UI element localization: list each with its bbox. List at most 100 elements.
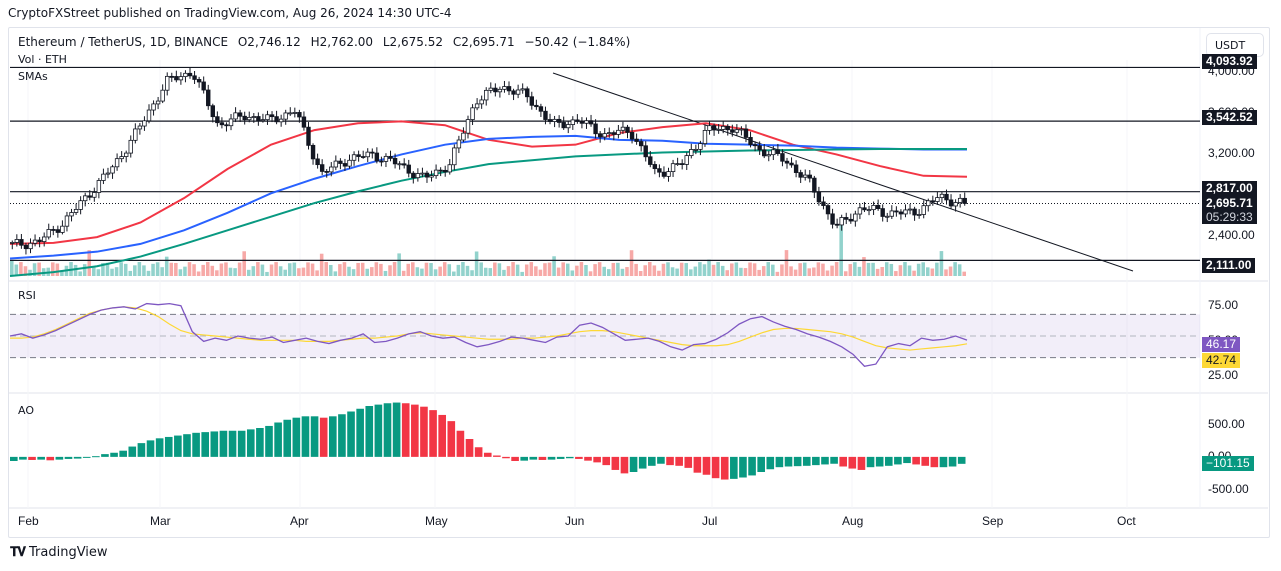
candle-body (953, 202, 958, 207)
ao-bar (648, 456, 656, 466)
volume-bar (534, 266, 538, 276)
candle-body (593, 123, 598, 135)
candle-body (771, 149, 776, 156)
volume-bar (183, 266, 187, 276)
volume-bar (661, 263, 666, 276)
volume-bar (452, 271, 456, 276)
volume-bar (192, 264, 196, 276)
volume-bar (543, 263, 547, 276)
volume-bar (265, 271, 269, 276)
volume-bar (360, 262, 365, 276)
candle-body (798, 172, 803, 178)
candle-body (506, 86, 512, 92)
volume-bar (287, 263, 292, 276)
volume-bar (693, 266, 698, 276)
sma-line-sma100 (9, 134, 967, 260)
month-tick: Sep (982, 514, 1004, 528)
candle-body (433, 169, 439, 177)
candle-body (912, 208, 917, 216)
candle-body (652, 164, 658, 170)
ao-bar (383, 403, 392, 457)
symbol-name[interactable]: Ethereum / TetherUS, 1D, BINANCE (18, 35, 229, 49)
volume-bar (292, 262, 297, 276)
volume-bar (634, 263, 638, 276)
candle-body (866, 209, 872, 212)
month-tick: Apr (290, 514, 309, 528)
rsi-indicator-label[interactable]: RSI (18, 289, 36, 302)
symbol-legend: Ethereum / TetherUS, 1D, BINANCE O2,746.… (18, 35, 636, 49)
ao-bar (10, 456, 18, 461)
ao-bar (219, 430, 228, 457)
price-tick: 2,400.00 (1208, 228, 1255, 242)
candle-body (23, 244, 29, 250)
candle-body (274, 116, 279, 123)
volume-bar (28, 269, 32, 276)
volume-bar (930, 268, 935, 276)
currency-button[interactable]: USDT (1206, 33, 1264, 57)
volume-bar (37, 262, 41, 276)
candle-body (265, 114, 270, 121)
candle-body (857, 207, 863, 215)
volume-bar (210, 265, 215, 276)
candle-body (315, 158, 320, 166)
month-tick: Feb (18, 514, 39, 528)
volume-bar (684, 263, 689, 276)
volume-bar (73, 264, 78, 276)
ao-bar (37, 456, 45, 460)
ao-bar (92, 456, 100, 458)
candle-body (479, 99, 484, 105)
candle-body (903, 209, 908, 215)
candle-body (420, 172, 425, 175)
ao-bar (866, 456, 875, 468)
volume-bar (657, 270, 661, 276)
volume-bar (493, 262, 497, 276)
month-tick: Jul (702, 514, 718, 528)
ao-bar (64, 456, 73, 459)
candle-body (848, 218, 853, 222)
ao-bar (547, 456, 556, 460)
candle-body (219, 122, 225, 126)
rsi-tick: 25.00 (1208, 368, 1239, 382)
candle-body (342, 163, 348, 167)
ao-bar (265, 425, 273, 457)
volume-bar (283, 269, 287, 276)
candle-body (766, 154, 771, 157)
volume-bar (761, 266, 766, 276)
candle-body (178, 76, 184, 81)
candle-body (816, 191, 822, 203)
volume-bar (474, 251, 479, 276)
candle-body (939, 193, 945, 198)
volume-bar (666, 262, 670, 276)
ao-bar (183, 434, 191, 457)
volume-bar (383, 270, 388, 276)
month-tick: Jun (565, 514, 585, 528)
volume-bar (789, 266, 793, 276)
candle-body (916, 214, 922, 216)
candle-body (392, 157, 398, 165)
volume-bar (698, 262, 702, 276)
candle-body (288, 112, 293, 115)
tradingview-brand[interactable]: 𝐓𝐕 TradingView (10, 545, 108, 560)
volume-bar (643, 265, 647, 276)
candle-body (871, 204, 876, 211)
candle-body (584, 120, 589, 124)
volume-bar (925, 267, 930, 276)
candle-body (201, 81, 206, 91)
candle-body (383, 155, 389, 162)
volume-bar (616, 262, 620, 276)
candle-body (757, 145, 762, 151)
sma-indicator-label[interactable]: SMAs (18, 70, 48, 83)
candle-body (957, 197, 963, 203)
sma-line-sma200 (9, 148, 967, 277)
volume-bar (388, 265, 392, 276)
ao-indicator-label[interactable]: AO (18, 404, 34, 417)
volume-indicator-label[interactable]: Vol · ETH (18, 53, 67, 66)
candle-body (538, 106, 544, 112)
volume-bar (593, 264, 597, 276)
candle-body (948, 199, 954, 207)
candle-body (547, 119, 553, 122)
volume-bar (629, 250, 634, 276)
volume-bar (848, 264, 853, 276)
candle-body (962, 197, 967, 204)
